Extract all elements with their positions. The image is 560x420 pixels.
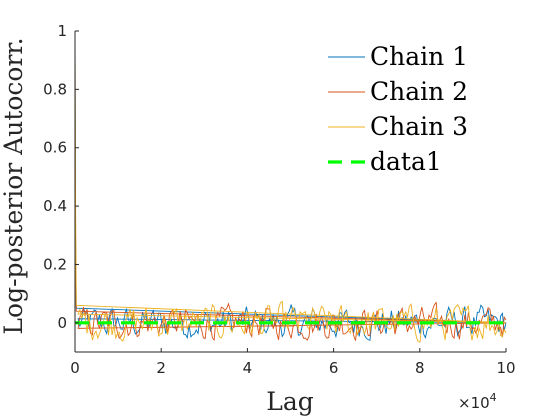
axes: [74, 30, 507, 353]
x-axis-exponent-power: 4: [490, 391, 497, 404]
legend-label: data1: [370, 147, 442, 176]
legend-entry: Chain 3: [328, 112, 468, 141]
legend-entry: data1: [328, 147, 442, 176]
x-tick-label: 10: [496, 359, 515, 377]
x-axis-exponent-base: ×10: [458, 394, 490, 412]
y-tick-label: 1: [57, 22, 67, 40]
plot-lines: [74, 30, 507, 343]
y-tick-label: 0.2: [43, 255, 67, 273]
x-tick-label: 2: [156, 359, 166, 377]
legend-label: Chain 3: [370, 112, 468, 141]
y-tick-label: 0.6: [43, 139, 67, 157]
legend: Chain 1 Chain 2 Chain 3 data1: [328, 42, 468, 176]
x-tick-label: 6: [329, 359, 339, 377]
y-tick-label: 0.4: [43, 197, 67, 215]
legend-entry: Chain 2: [328, 77, 468, 106]
x-tick-label: 0: [70, 359, 80, 377]
series-chain-3-line: [74, 30, 507, 343]
y-tick-label: 0.8: [43, 80, 67, 98]
y-tick-label: 0: [57, 314, 67, 332]
legend-label: Chain 1: [370, 42, 468, 71]
tick-labels: 0 2 4 6 8 10 0 0.2 0.4 0.6 0.8 1: [43, 22, 515, 377]
legend-entry: Chain 1: [328, 42, 468, 71]
x-axis-exponent: ×104: [458, 391, 497, 412]
legend-label: Chain 2: [370, 77, 468, 106]
x-axis-label: Lag: [266, 387, 314, 416]
x-tick-label: 4: [243, 359, 253, 377]
y-axis-label: Log-posterior Autocorr.: [0, 37, 28, 334]
x-tick-label: 8: [415, 359, 425, 377]
